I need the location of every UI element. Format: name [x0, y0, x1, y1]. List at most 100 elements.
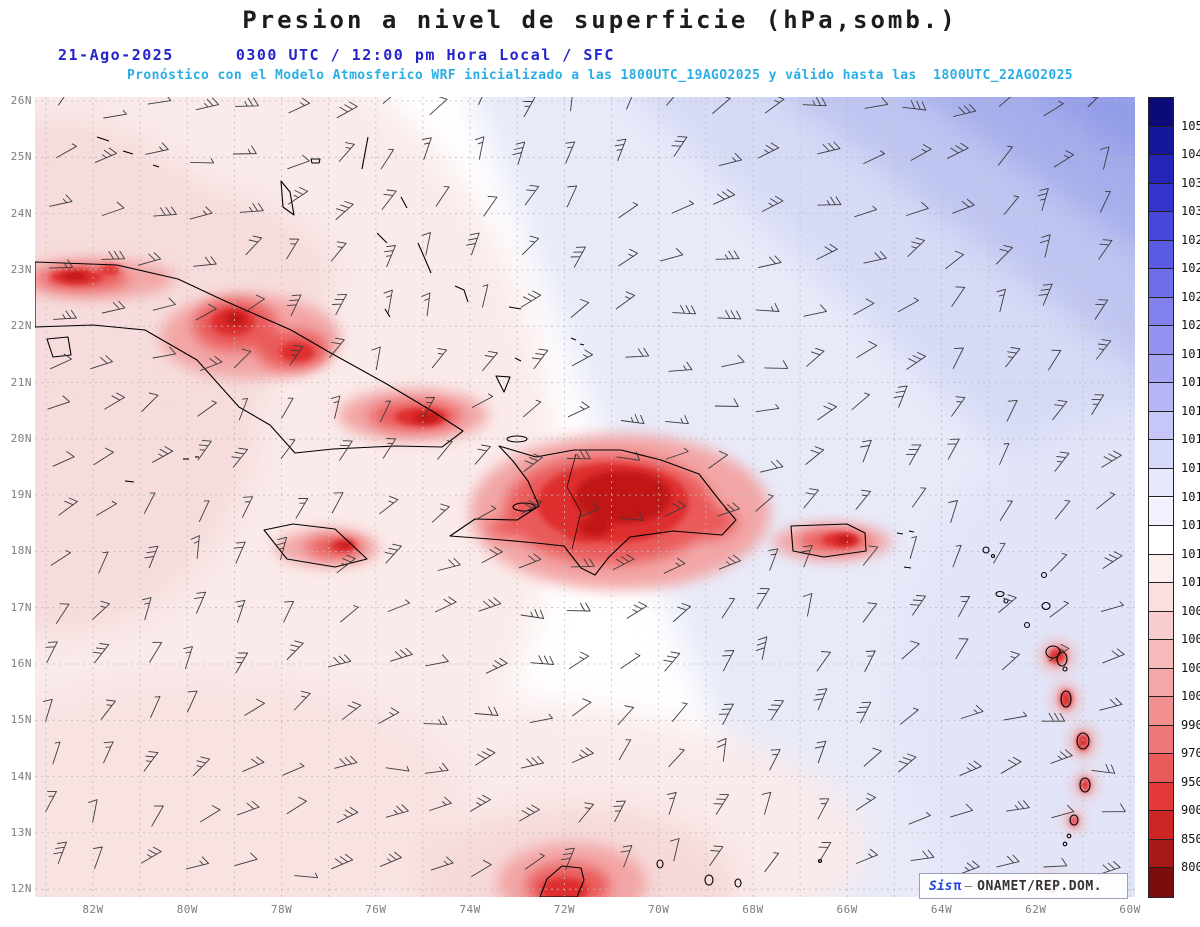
wind-barb — [330, 241, 347, 262]
wind-barb — [474, 706, 499, 716]
wind-barb — [94, 147, 117, 163]
colorbar-cell — [1149, 383, 1173, 412]
wind-barb — [478, 97, 483, 105]
colorbar: 1050 1040 1035 1030 1028 1025 1022 1020 1019 1018… — [1148, 97, 1200, 898]
wind-barb — [855, 489, 871, 510]
colorbar-tick-label: 1050 — [1181, 118, 1200, 133]
wind-barb — [666, 792, 677, 815]
wind-barb — [331, 293, 348, 316]
wind-barb — [521, 235, 540, 256]
wind-barb — [768, 548, 779, 571]
wind-barb — [43, 698, 53, 722]
wind-barb — [483, 195, 498, 217]
wind-barb — [945, 250, 965, 270]
colorbar-cell — [1149, 782, 1173, 812]
wind-barb — [1101, 803, 1126, 813]
lat-label: 14N — [10, 769, 32, 783]
wind-barb — [423, 715, 448, 725]
wind-barb — [709, 845, 724, 866]
wind-barb — [718, 153, 743, 167]
wind-barb — [1052, 399, 1068, 421]
wind-barb — [145, 142, 169, 155]
wind-barb — [52, 741, 61, 765]
wind-barb — [197, 400, 217, 417]
colorbar-tick-label: 1040 — [1181, 147, 1200, 162]
lat-label: 13N — [10, 825, 32, 839]
wind-barb — [331, 853, 354, 870]
wind-barb — [761, 195, 784, 212]
wind-barb — [664, 500, 687, 517]
wind-barb — [952, 198, 975, 214]
wind-barb — [1000, 756, 1022, 774]
colorbar-tick-label: 1030 — [1181, 204, 1200, 219]
wind-barb — [906, 352, 927, 370]
wind-barb — [1005, 347, 1021, 368]
wind-barb — [389, 647, 413, 662]
colorbar-tick-label: 1022 — [1181, 289, 1200, 304]
isle-of-youth — [46, 336, 72, 358]
wind-barb — [241, 496, 254, 518]
colorbar-tick-label: 900 — [1181, 803, 1200, 818]
colorbar-tick-label: 1014 — [1181, 489, 1200, 504]
wind-barb — [817, 141, 841, 155]
wind-barb — [761, 791, 772, 815]
wind-barb — [1051, 804, 1075, 819]
wind-barb — [567, 401, 590, 418]
wind-barb — [947, 142, 969, 159]
wind-barb — [615, 291, 636, 310]
colorbar-cell — [1149, 868, 1173, 897]
forecast-date: 21-Ago-2025 — [58, 46, 174, 64]
wind-barb — [233, 348, 252, 369]
colorbar-tick-label: 1013 — [1181, 518, 1200, 533]
wind-barb — [671, 136, 688, 157]
lon-label: 68W — [742, 903, 764, 916]
wind-barb — [816, 651, 831, 672]
wind-barb — [92, 600, 111, 620]
wind-barb — [755, 493, 774, 512]
wind-barb — [578, 802, 595, 823]
wind-barb — [1003, 195, 1020, 215]
wind-barb — [905, 444, 922, 466]
colorbar-cell — [1149, 468, 1173, 498]
wind-barb — [813, 688, 828, 711]
wind-barb — [856, 340, 878, 358]
hispaniola-coastline — [449, 445, 737, 576]
colorbar-tick-label: 850 — [1181, 831, 1200, 846]
wind-barb — [612, 553, 635, 570]
lat-label: 23N — [10, 262, 32, 276]
wind-barb — [287, 154, 310, 170]
model-info-line: Pronóstico con el Modelo Atmosferico WRF… — [126, 68, 1074, 83]
wind-barb — [993, 542, 1006, 564]
wind-barb — [434, 596, 457, 613]
wind-barb — [897, 297, 919, 313]
wind-barb — [995, 244, 1013, 265]
wind-barb — [570, 299, 590, 318]
wind-barb — [334, 755, 358, 769]
wind-barb — [998, 97, 1012, 107]
wind-barb — [1006, 800, 1030, 812]
wind-barb — [101, 250, 126, 260]
wind-barb — [140, 846, 162, 864]
colorbar-tick-label: 1035 — [1181, 175, 1200, 190]
pressure-shading — [35, 97, 1135, 897]
wind-barb — [104, 392, 125, 410]
wind-barb — [951, 396, 966, 417]
wind-barb — [999, 500, 1013, 522]
wind-barb — [757, 142, 780, 159]
wind-barb — [863, 150, 886, 164]
wind-barb — [714, 398, 739, 407]
wind-barb — [570, 246, 586, 268]
wind-barb — [421, 232, 431, 256]
wind-barb — [482, 284, 489, 308]
wind-barb — [756, 588, 770, 609]
wind-barb — [96, 500, 117, 516]
wind-barb — [379, 851, 402, 867]
wind-barb — [190, 535, 200, 559]
colorbar-cell — [1149, 754, 1173, 783]
colorbar-tick-label: 990 — [1181, 717, 1200, 732]
wind-barb — [429, 97, 448, 116]
wind-barb — [618, 202, 639, 219]
wind-barb — [670, 838, 680, 862]
wind-barb — [425, 654, 449, 667]
wind-barb — [187, 690, 198, 713]
